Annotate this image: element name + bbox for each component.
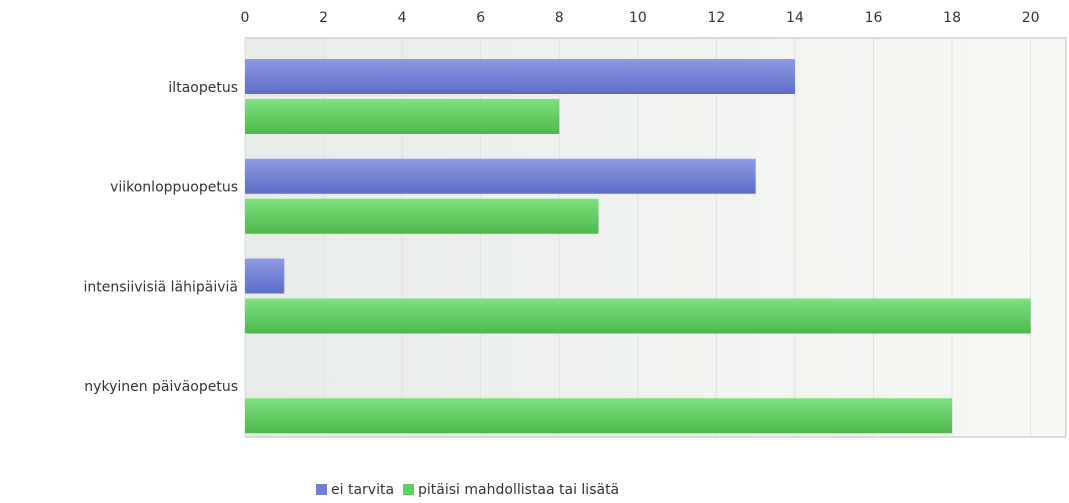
plot-area	[244, 37, 1067, 438]
bar	[245, 99, 560, 134]
x-tick-label: 20	[1022, 10, 1040, 26]
category-label: viikonloppuopetus	[110, 180, 238, 196]
x-tick-label: 10	[629, 10, 647, 26]
bar	[245, 398, 953, 434]
bar	[245, 158, 756, 194]
category-label: iltaopetus	[168, 80, 238, 96]
x-tick-label: 2	[319, 10, 328, 26]
bar	[245, 198, 599, 234]
x-tick-label: 4	[398, 10, 407, 26]
bar	[245, 59, 795, 94]
bar	[245, 258, 285, 294]
category-label: intensiivisiä lähipäiviä	[83, 279, 238, 295]
x-tick-label: 0	[241, 10, 250, 26]
legend-swatch	[316, 484, 327, 495]
x-tick-label: 16	[865, 10, 883, 26]
legend-swatch	[403, 484, 415, 495]
category-label: nykyinen päiväopetus	[84, 379, 238, 395]
x-tick-label: 14	[786, 10, 804, 26]
x-tick-label: 18	[943, 10, 961, 26]
bar	[245, 298, 1031, 334]
legend-label: ei tarvita	[331, 482, 394, 498]
x-tick-label: 8	[555, 10, 564, 26]
x-tick-label: 6	[476, 10, 485, 26]
x-tick-label: 12	[707, 10, 725, 26]
legend-label: pitäisi mahdollistaa tai lisätä	[418, 482, 619, 498]
